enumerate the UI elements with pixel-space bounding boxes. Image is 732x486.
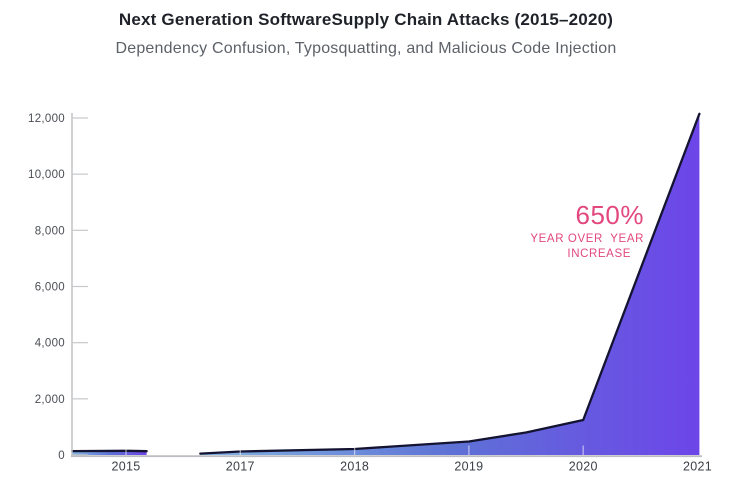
y-axis-label: 10,000 xyxy=(28,169,65,181)
annotation-line2: INCREASE xyxy=(567,248,631,261)
area-fill-segment-main xyxy=(200,113,700,456)
x-axis-label: 2019 xyxy=(454,460,483,474)
annotation-line1: YEAR OVER YEAR xyxy=(530,233,644,246)
x-axis-label: 2020 xyxy=(569,460,598,474)
y-axis-label: 6,000 xyxy=(35,282,65,294)
chart-subtitle: Dependency Confusion, Typosquatting, and… xyxy=(115,40,617,57)
y-axis-label: 4,000 xyxy=(35,338,65,350)
y-axis-label: 0 xyxy=(58,450,65,462)
y-axis-label: 12,000 xyxy=(28,113,65,125)
x-axis-label: 2018 xyxy=(340,460,369,474)
y-axis-label: 2,000 xyxy=(35,394,65,406)
x-axis-label: 2017 xyxy=(226,460,255,474)
chart-title: Next Generation SoftwareSupply Chain Att… xyxy=(118,10,614,29)
annotation-650-percent: 650% YEAR OVER YEAR INCREASE xyxy=(530,200,644,261)
x-axis-label: 2021 xyxy=(683,460,712,474)
y-axis-label: 8,000 xyxy=(35,225,65,237)
x-axis-label: 2015 xyxy=(111,460,140,474)
annotation-headline: 650% xyxy=(575,200,644,230)
